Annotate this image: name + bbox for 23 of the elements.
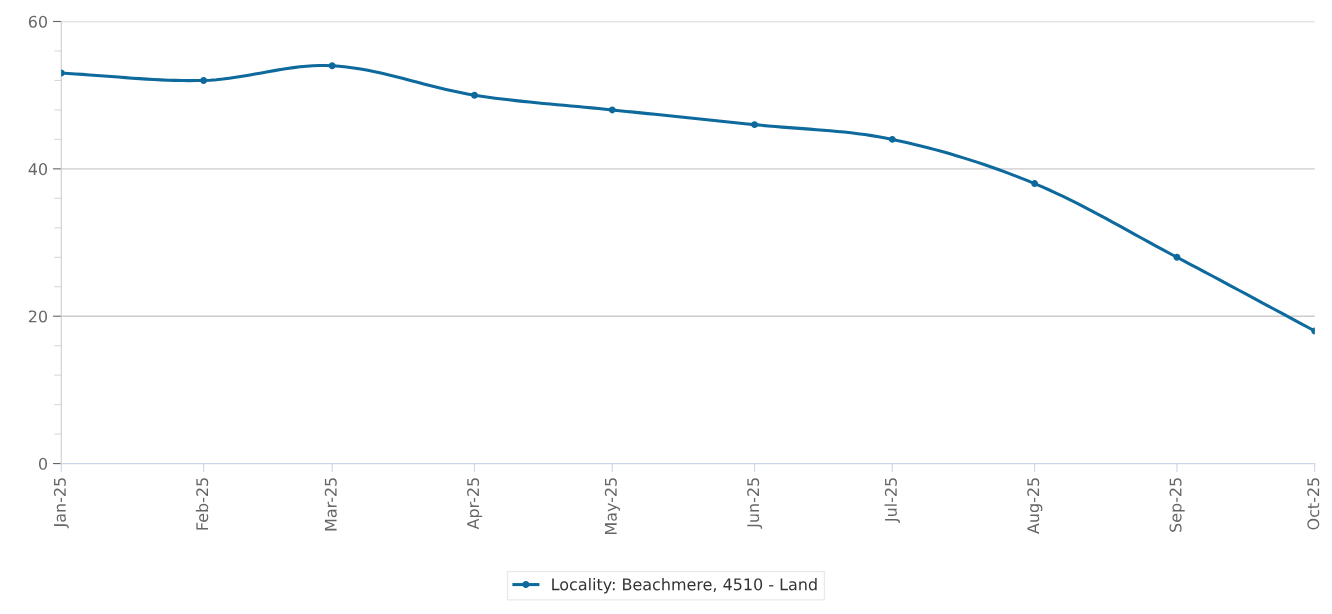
point (1173, 253, 1181, 261)
point (1031, 180, 1039, 188)
legend-label: Locality: Beachmere, 4510 - Land (552, 578, 817, 594)
x-tick-label: Feb-25 (195, 478, 209, 530)
y-tick-label: 60 (28, 15, 48, 28)
point (888, 135, 896, 143)
point (200, 76, 208, 84)
x-tick-label: Apr-25 (467, 478, 483, 530)
point (328, 62, 336, 70)
x-tick-label: Jan-25 (53, 478, 69, 529)
x-tick-label: Oct-25 (1307, 478, 1320, 530)
point (751, 121, 759, 129)
x-tick-label: Sep-25 (1169, 478, 1185, 532)
point (471, 91, 478, 99)
y-tick-label: 40 (28, 163, 48, 176)
x-tick-label: Mar-25 (324, 478, 337, 531)
y-tick-label: 20 (28, 310, 48, 323)
point (608, 106, 616, 114)
y-tick-label: 0 (38, 457, 48, 470)
x-tick-label: Jun-25 (747, 478, 763, 529)
x-tick-label: Aug-25 (1027, 478, 1043, 534)
x-tick-label: Jul-25 (884, 478, 900, 523)
x-tick-label: May-25 (604, 478, 620, 535)
